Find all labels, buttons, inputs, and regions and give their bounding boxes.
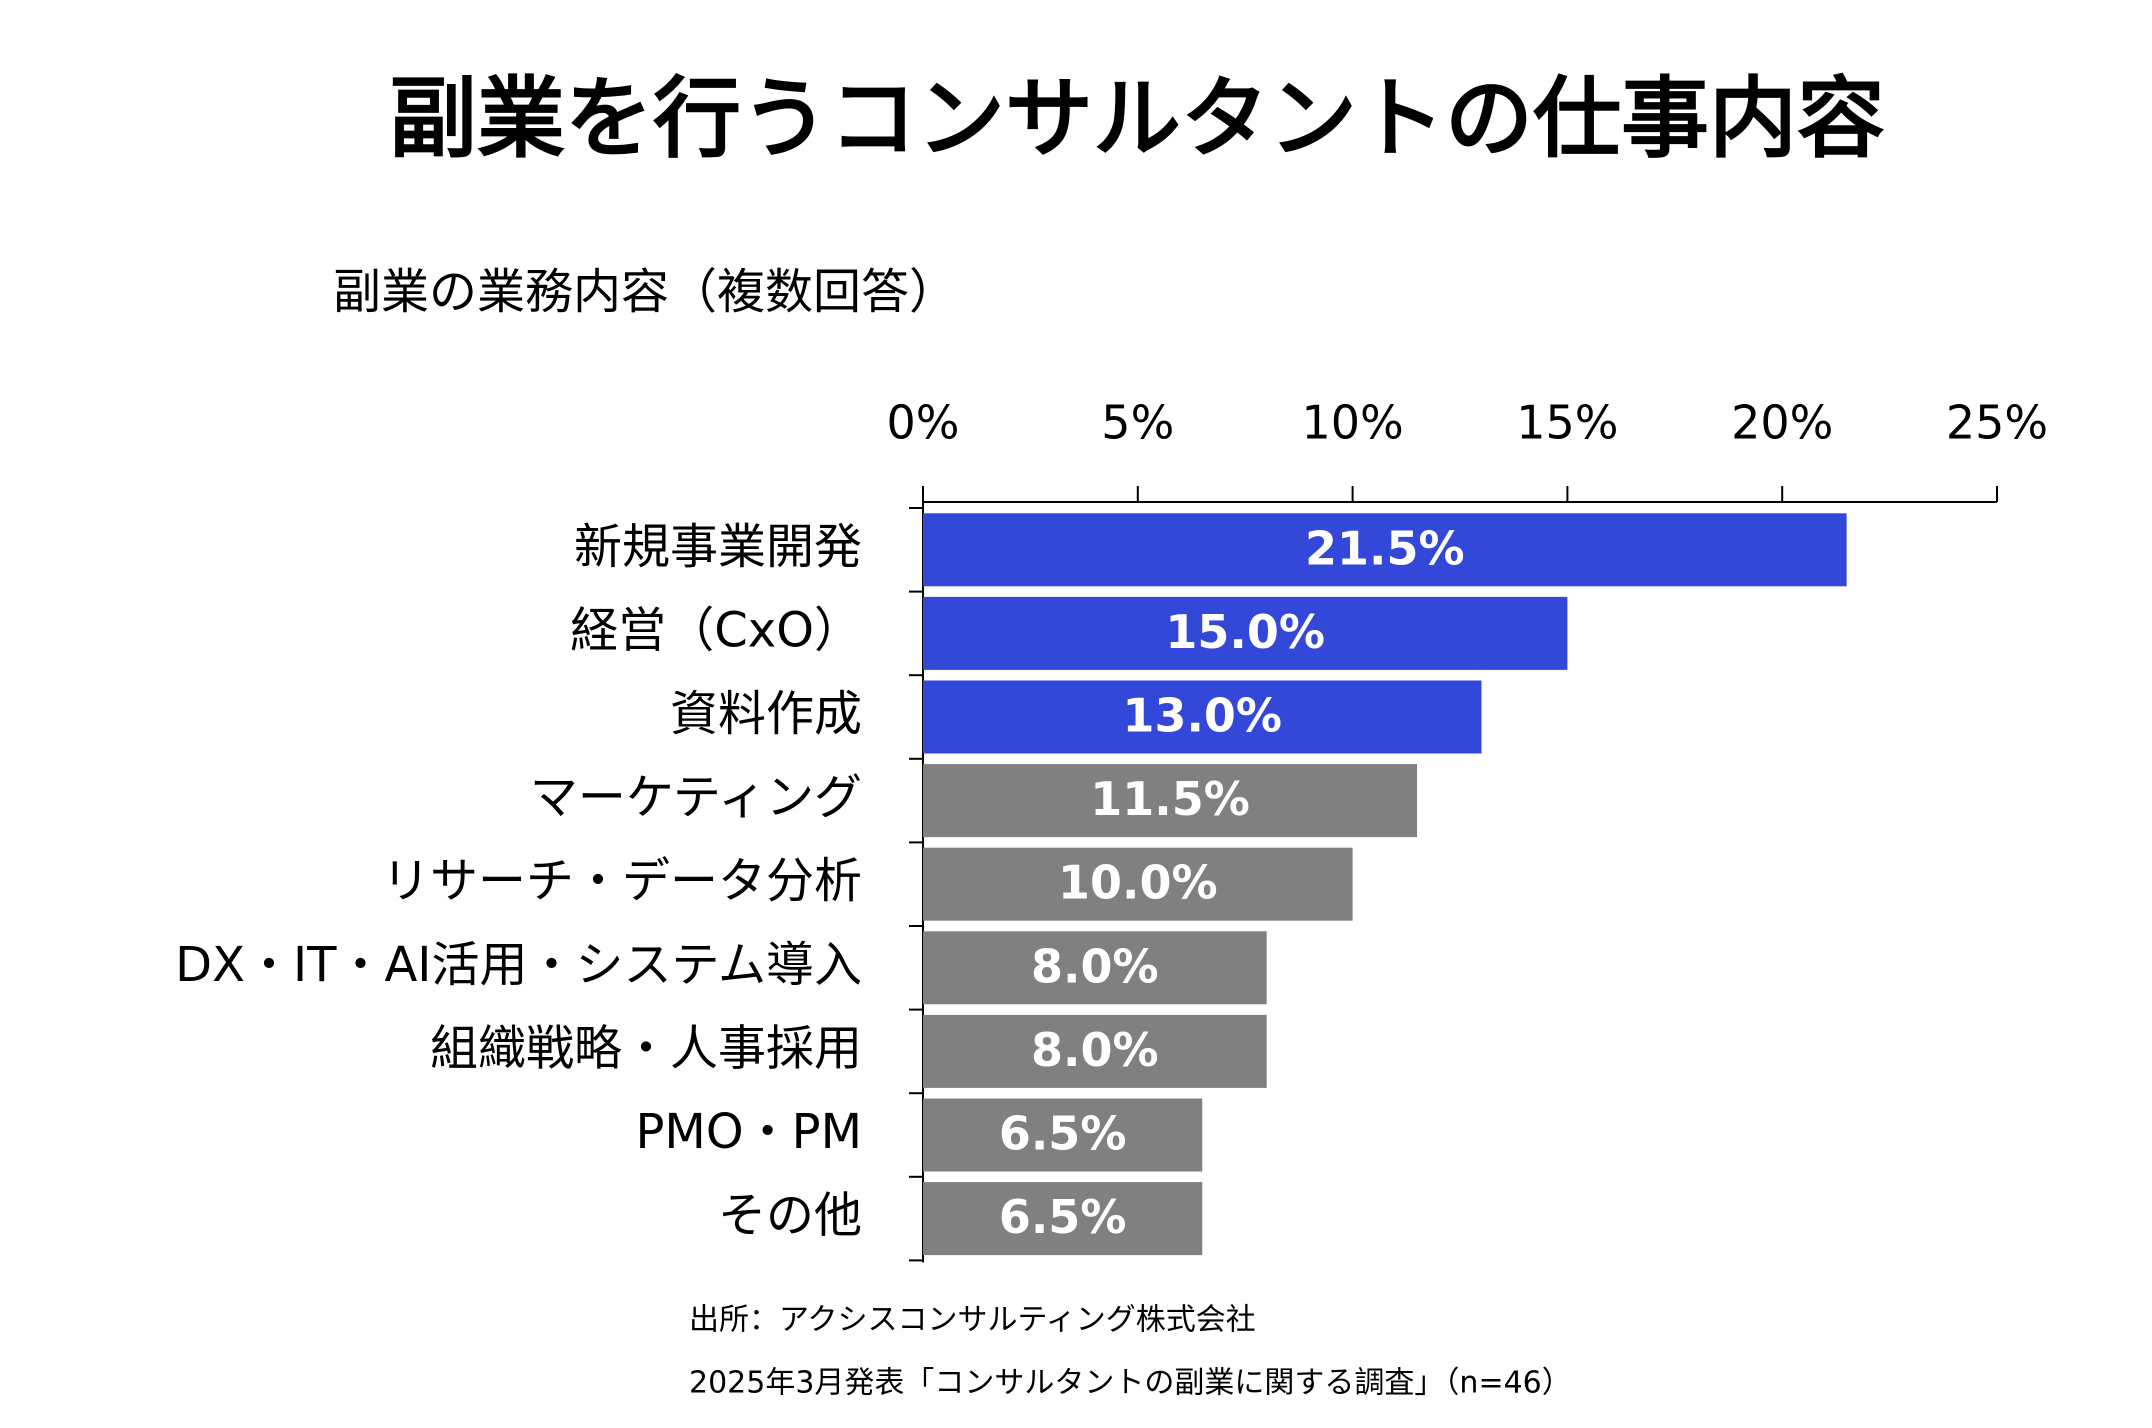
bar (923, 680, 1482, 754)
x-tick-label: 5% (1101, 396, 1174, 450)
footnote: 2025年3月発表「コンサルタントの副業に関する調査」（n=46） (689, 1366, 1572, 1401)
chart-title: 副業を行うコンサルタントの仕事内容 (389, 67, 1885, 170)
bar (923, 1098, 1203, 1172)
y-tick-label: 組織戦略・人事採用 (430, 1020, 862, 1076)
bar (923, 847, 1353, 921)
x-tick-label: 0% (887, 396, 960, 450)
value-label: 6.5% (999, 1107, 1127, 1161)
bar (923, 1014, 1267, 1088)
x-tick-label: 10% (1301, 396, 1403, 450)
bar (923, 596, 1568, 670)
value-label: 10.0% (1058, 856, 1218, 910)
chart-subtitle: 副業の業務内容（複数回答） (333, 264, 957, 320)
y-tick-label: 新規事業開発 (574, 519, 862, 575)
value-label: 21.5% (1305, 521, 1465, 575)
value-label: 8.0% (1031, 939, 1159, 993)
y-tick-label: 経営（CxO） (570, 602, 862, 658)
value-label: 15.0% (1165, 605, 1325, 659)
value-label: 11.5% (1090, 772, 1250, 826)
x-tick-label: 25% (1946, 396, 2048, 450)
value-label: 8.0% (1031, 1023, 1159, 1077)
bar (923, 1182, 1203, 1256)
footnote: 出所：アクシスコンサルティング株式会社 (689, 1303, 1256, 1338)
value-label: 13.0% (1122, 689, 1282, 743)
y-tick-label: PMO・PM (635, 1104, 862, 1160)
y-tick-label: リサーチ・データ分析 (382, 853, 862, 909)
bar (923, 764, 1418, 838)
bar (923, 513, 1847, 587)
y-tick-label: DX・IT・AI活用・システム導入 (175, 937, 862, 993)
x-tick-label: 15% (1516, 396, 1618, 450)
bar (923, 931, 1267, 1005)
y-tick-label: その他 (718, 1188, 862, 1244)
value-label: 6.5% (999, 1190, 1127, 1244)
x-tick-label: 20% (1731, 396, 1833, 450)
y-tick-label: マーケティング (530, 770, 862, 826)
y-tick-label: 資料作成 (670, 686, 862, 742)
